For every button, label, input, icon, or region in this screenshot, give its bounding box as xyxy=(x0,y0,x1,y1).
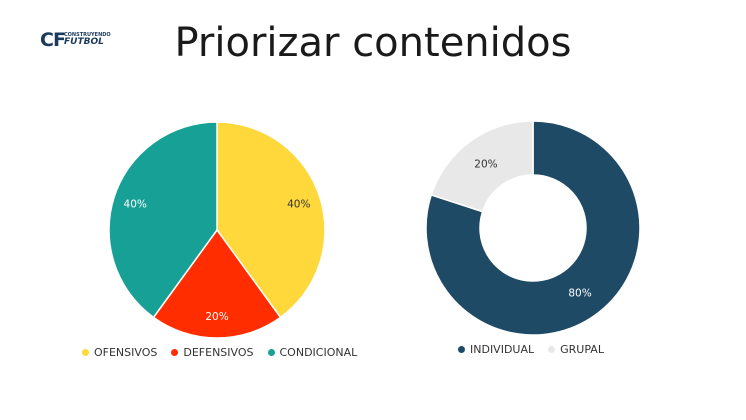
donut-label-grupal: 20% xyxy=(474,158,497,170)
donut-slice-grupal xyxy=(430,120,534,213)
pie-legend-label-condicional: CONDICIONAL xyxy=(279,346,358,359)
donut-label-individual: 80% xyxy=(568,288,591,300)
logo-mark: CF xyxy=(40,29,66,51)
pie-legend-swatch-ofensivos xyxy=(82,349,89,356)
donut-slice-individual xyxy=(425,120,641,336)
pie-legend: OFENSIVOS DEFENSIVOS CONDICIONAL xyxy=(82,346,357,359)
pie-label-defensivos: 20% xyxy=(205,311,228,323)
pie-legend-label-ofensivos: OFENSIVOS xyxy=(94,346,158,359)
pie-legend-item-ofensivos: OFENSIVOS xyxy=(82,346,157,359)
logo-top-text: CONSTRUYENDO xyxy=(64,32,111,38)
pie-label-condicional: 40% xyxy=(124,198,147,210)
logo-bottom-text: FUTBOL xyxy=(64,37,104,47)
pie-legend-label-defensivos: DEFENSIVOS xyxy=(183,346,254,359)
pie-legend-item-defensivos: DEFENSIVOS xyxy=(171,346,254,359)
donut-legend-item-individual: INDIVIDUAL xyxy=(458,343,534,356)
pie-legend-swatch-defensivos xyxy=(171,349,179,356)
donut-legend: INDIVIDUAL GRUPAL xyxy=(458,343,604,356)
donut-legend-label-individual: INDIVIDUAL xyxy=(470,343,535,356)
donut-legend-swatch-grupal xyxy=(548,346,556,353)
pie-label-ofensivos: 40% xyxy=(287,198,310,210)
slide-title: Priorizar contenidos xyxy=(174,20,572,66)
pie-slice-defensivos xyxy=(152,228,282,339)
pie-slice-ofensivos xyxy=(216,121,326,319)
construyendo-futbol-logo: CF CONSTRUYENDO FUTBOL xyxy=(40,29,111,52)
pie-slice-condicional xyxy=(108,121,218,319)
donut-legend-item-grupal: GRUPAL xyxy=(548,343,604,356)
donut-legend-label-grupal: GRUPAL xyxy=(560,343,604,356)
pie-legend-swatch-condicional xyxy=(267,349,275,356)
pie-legend-item-condicional: CONDICIONAL xyxy=(267,346,358,359)
donut-legend-swatch-individual xyxy=(458,346,465,353)
